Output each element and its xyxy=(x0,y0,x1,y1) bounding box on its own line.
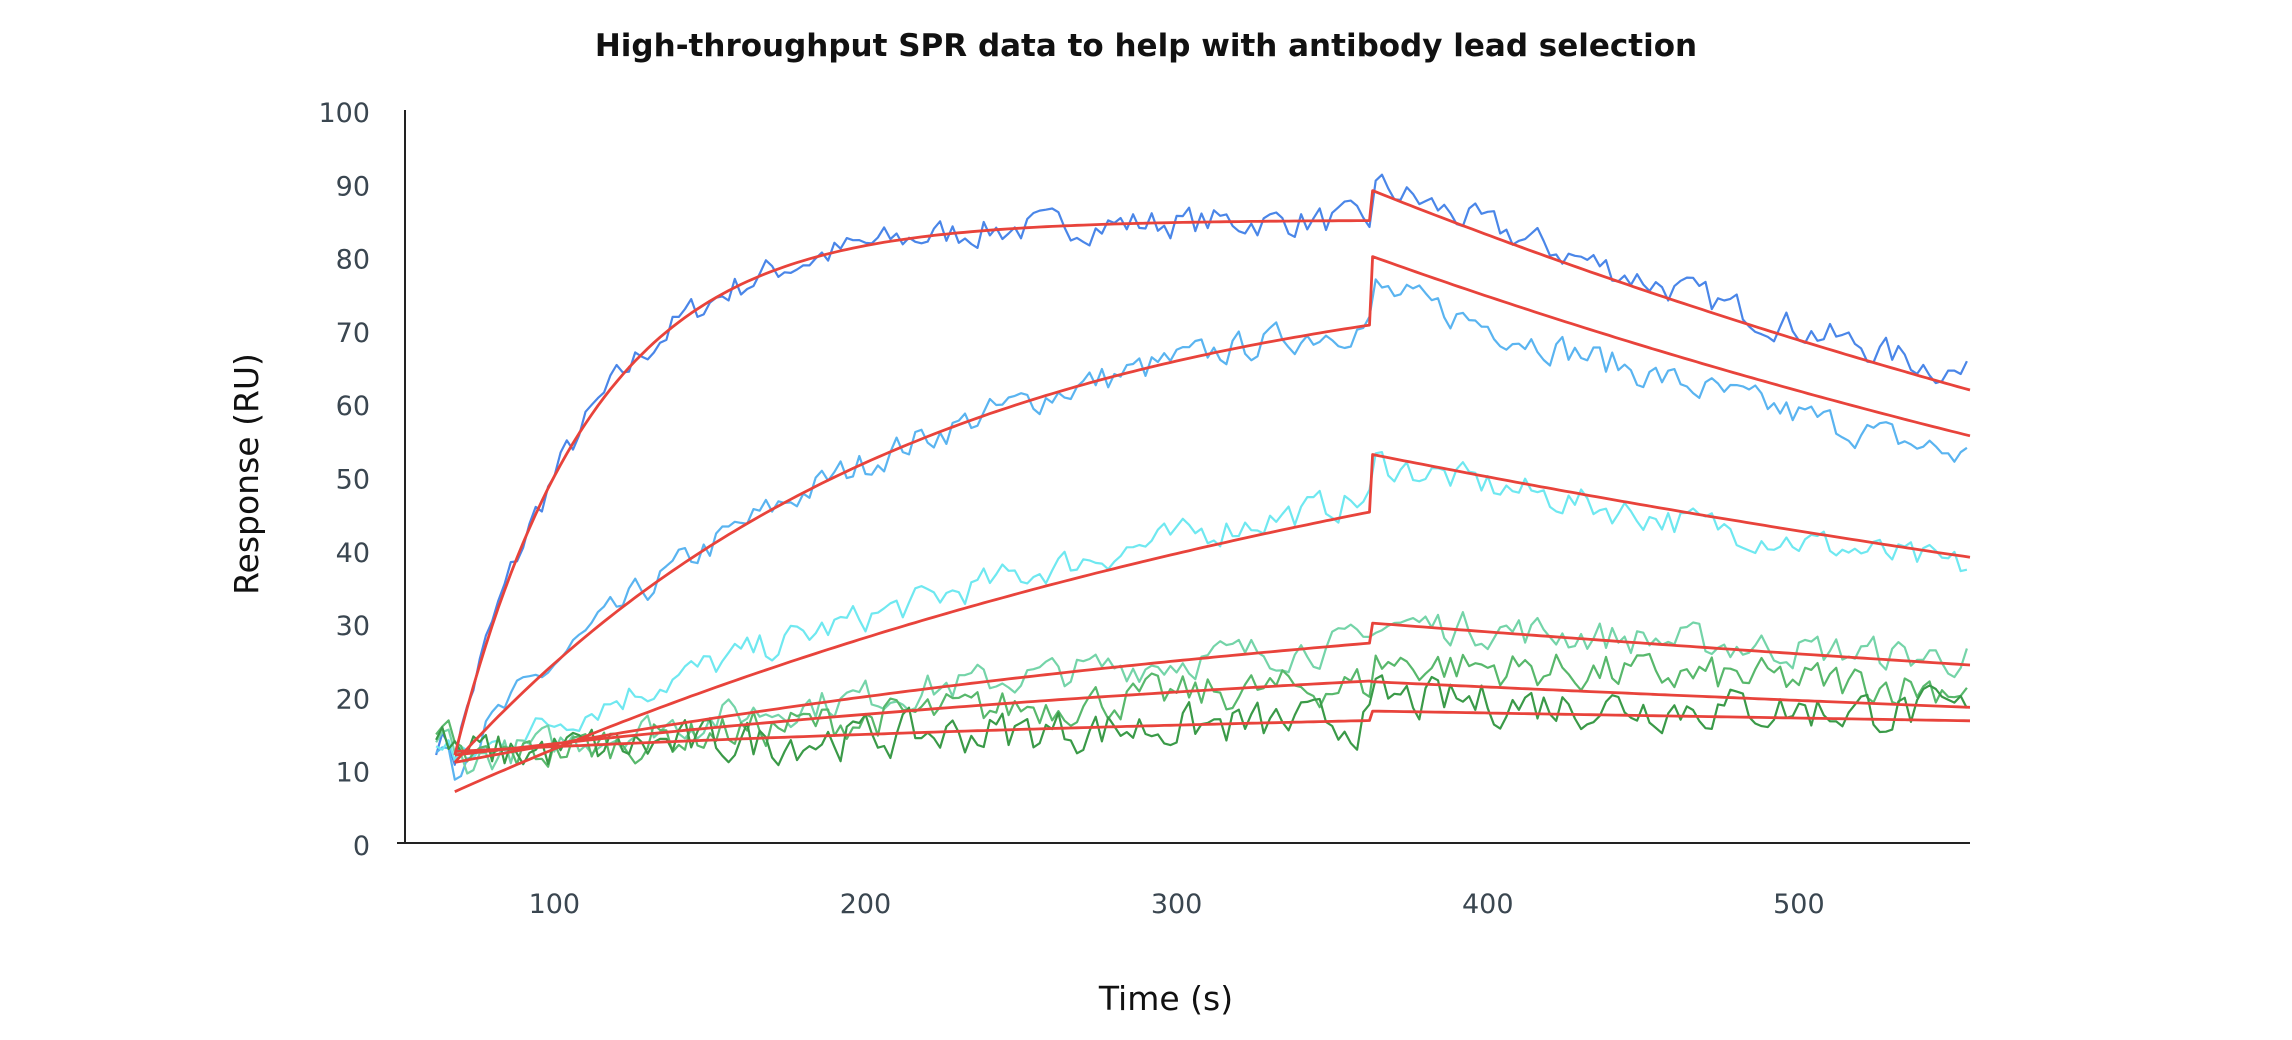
x-tick-100: 100 xyxy=(529,889,581,920)
plot-area xyxy=(435,173,1971,793)
y-tick-70: 70 xyxy=(336,318,370,349)
x-tick-200: 200 xyxy=(840,889,892,920)
y-tick-10: 10 xyxy=(336,758,370,789)
y-tick-30: 30 xyxy=(336,611,370,642)
y-tick-100: 100 xyxy=(318,98,370,129)
fit-curve-3 xyxy=(454,453,1971,793)
y-tick-50: 50 xyxy=(336,465,370,496)
y-tick-90: 90 xyxy=(336,171,370,202)
x-tick-300: 300 xyxy=(1151,889,1203,920)
y-tick-labels: 0 10 20 30 40 50 60 70 80 90 100 xyxy=(318,98,405,862)
sensorgram-6 xyxy=(435,674,1968,767)
y-axis-label: Response (RU) xyxy=(227,353,266,595)
sensorgram-5 xyxy=(435,652,1968,768)
sensorgram-2 xyxy=(435,278,1968,781)
y-tick-80: 80 xyxy=(336,245,370,276)
x-axis-label: Time (s) xyxy=(1098,979,1233,1018)
x-tick-500: 500 xyxy=(1773,889,1825,920)
fit-curve-5 xyxy=(454,679,1971,757)
x-tick-labels: 100 200 300 400 500 xyxy=(529,889,1825,920)
x-tick-400: 400 xyxy=(1462,889,1514,920)
y-tick-20: 20 xyxy=(336,684,370,715)
sensorgram-1 xyxy=(435,173,1968,766)
sensorgram-3 xyxy=(435,451,1968,762)
y-tick-60: 60 xyxy=(336,391,370,422)
chart-title: High-throughput SPR data to help with an… xyxy=(595,28,1697,64)
y-tick-40: 40 xyxy=(336,538,370,569)
fit-curve-4 xyxy=(454,621,1971,764)
fit-curve-2 xyxy=(453,255,1971,764)
y-tick-0: 0 xyxy=(353,831,370,862)
fit-curve-6 xyxy=(454,709,1971,753)
fit-curve-1 xyxy=(453,189,1971,756)
